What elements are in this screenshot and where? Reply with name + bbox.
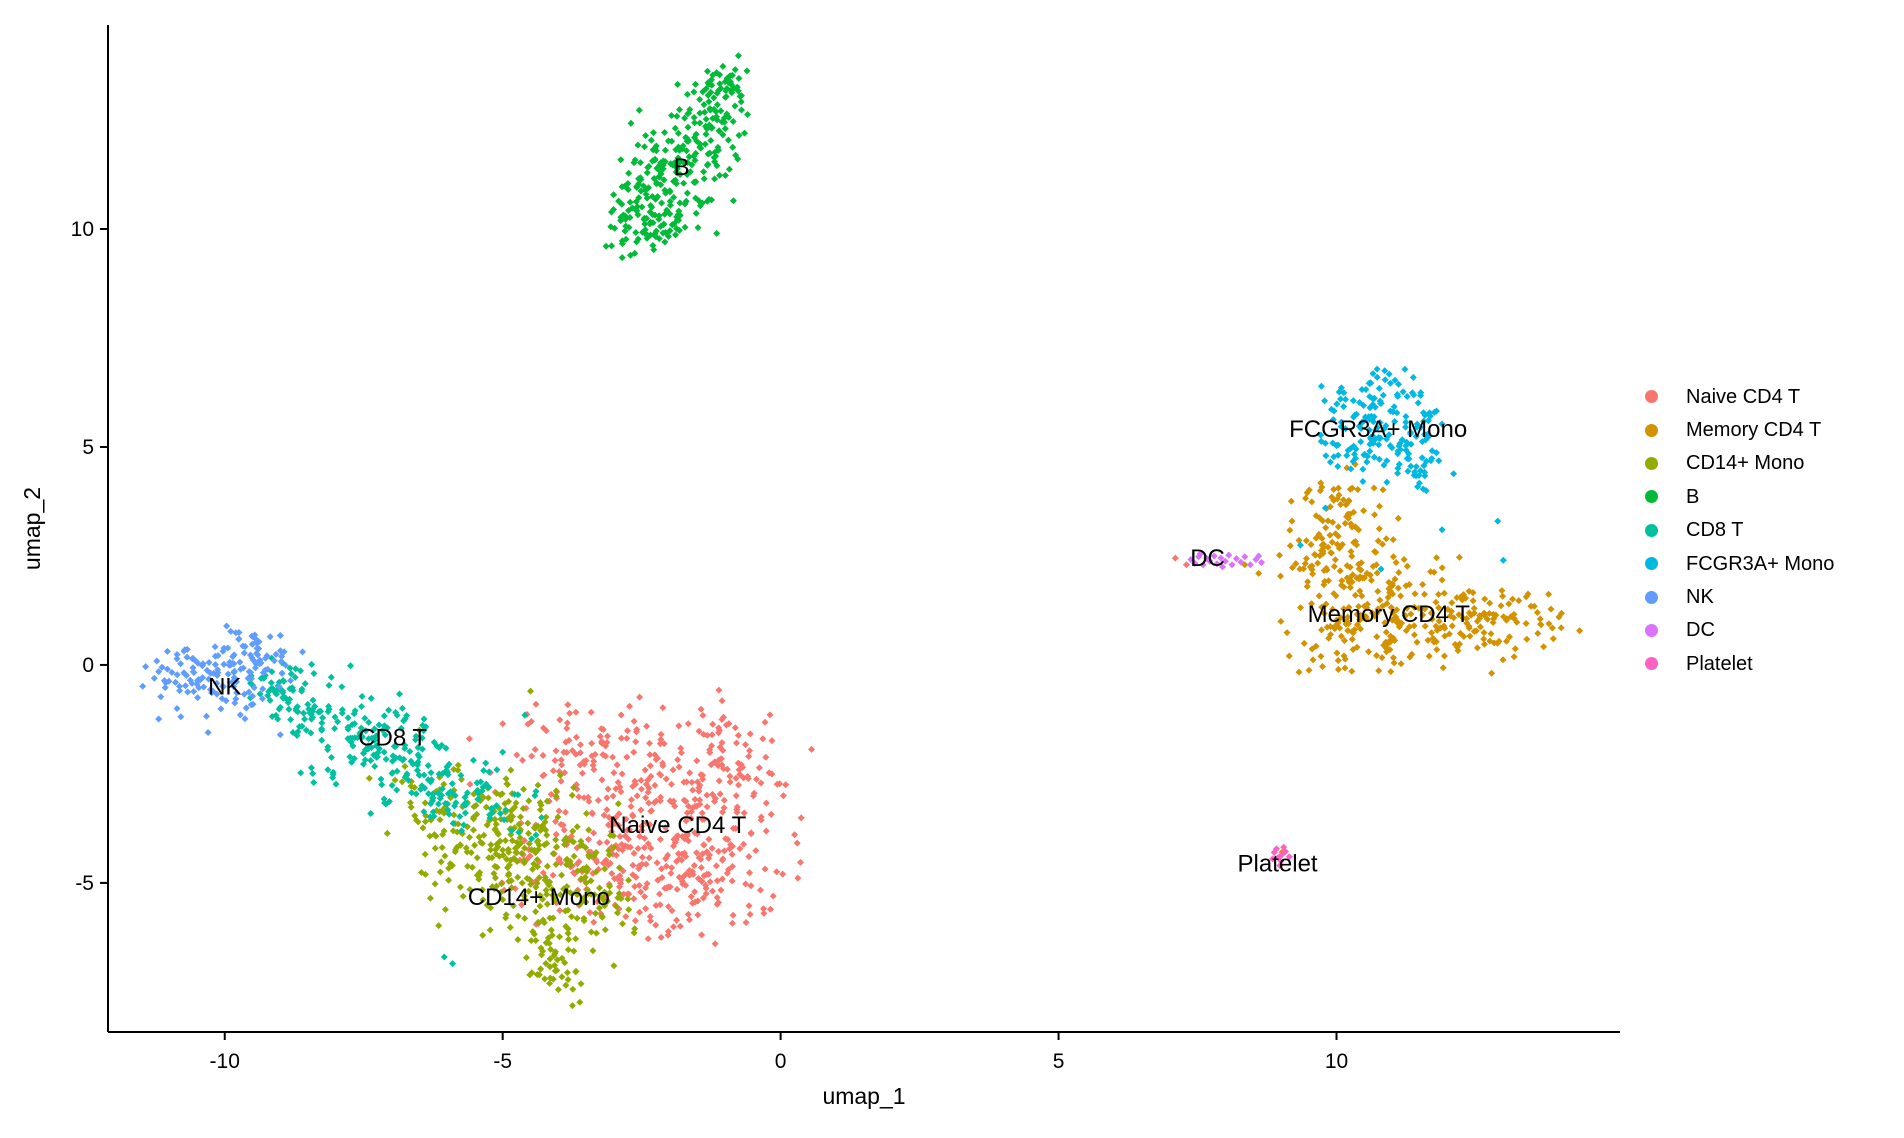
- cluster-label-dc: DC: [1190, 545, 1225, 572]
- x-tick-label: -10: [210, 1050, 240, 1073]
- cluster-labels-layer: Naive CD4 T Memory CD4 T CD14+ Mono B CD8 T F…: [208, 154, 1470, 911]
- y-tick-label: 5: [82, 436, 94, 459]
- cluster-points-cd8-t: [230, 654, 546, 968]
- legend: Naive CD4 T Memory CD4 T CD14+ Mono B CD8 T F…: [1645, 380, 1834, 681]
- cluster-label-b: B: [674, 154, 690, 181]
- legend-label: Naive CD4 T: [1686, 385, 1801, 408]
- legend-item-cd8-t: CD8 T: [1645, 514, 1834, 547]
- cluster-points-cd14-mono: [365, 687, 639, 1010]
- legend-item-b: B: [1645, 480, 1834, 513]
- legend-label: Platelet: [1686, 652, 1753, 675]
- legend-item-naive-cd4-t: Naive CD4 T: [1645, 380, 1834, 413]
- cluster-label-nk: NK: [208, 674, 241, 701]
- axes-layer: -10 -5 0 5 10 -5 0 5 10: [71, 25, 1620, 1073]
- legend-label: DC: [1686, 619, 1715, 642]
- x-tick-label: 5: [1053, 1050, 1065, 1073]
- cluster-points-b: [602, 52, 752, 262]
- legend-dot: [1645, 523, 1658, 537]
- cluster-points-platelet: [1269, 843, 1293, 869]
- cluster-label-cd8-t: CD8 T: [358, 725, 427, 752]
- legend-item-cd14-mono: CD14+ Mono: [1645, 447, 1834, 480]
- cluster-points-nk: [139, 622, 307, 739]
- legend-dot: [1645, 390, 1658, 404]
- legend-dot: [1645, 423, 1658, 437]
- legend-item-dc: DC: [1645, 614, 1834, 647]
- cluster-points-memory-cd4-t: [1241, 460, 1584, 856]
- legend-item-memory-cd4-t: Memory CD4 T: [1645, 413, 1834, 446]
- x-tick-label: 10: [1325, 1050, 1348, 1073]
- legend-label: NK: [1686, 586, 1714, 609]
- cluster-label-platelet: Platelet: [1238, 851, 1318, 878]
- scatter-points-layer: [139, 52, 1584, 1010]
- legend-label: Memory CD4 T: [1686, 419, 1822, 442]
- x-tick-label: 0: [775, 1050, 787, 1073]
- y-tick-label: 0: [82, 654, 94, 677]
- y-tick-label: 10: [71, 218, 94, 241]
- legend-dot: [1645, 590, 1658, 604]
- legend-item-fcgr3a-mono: FCGR3A+ Mono: [1645, 547, 1834, 580]
- cluster-label-memory-cd4-t: Memory CD4 T: [1308, 601, 1471, 628]
- legend-item-platelet: Platelet: [1645, 647, 1834, 680]
- legend-label: CD14+ Mono: [1686, 452, 1805, 475]
- cluster-label-cd14-mono: CD14+ Mono: [468, 884, 610, 911]
- legend-dot: [1645, 456, 1658, 470]
- legend-label: B: [1686, 485, 1700, 508]
- legend-item-nk: NK: [1645, 580, 1834, 613]
- cluster-label-fcgr3a-mono: FCGR3A+ Mono: [1289, 416, 1467, 443]
- cluster-label-naive-cd4-t: Naive CD4 T: [609, 812, 746, 839]
- legend-label: CD8 T: [1686, 519, 1744, 542]
- cluster-points-dc: [1187, 550, 1265, 571]
- y-tick-label: -5: [75, 872, 94, 895]
- x-axis-title: umap_1: [822, 1083, 905, 1109]
- legend-dot: [1645, 657, 1658, 671]
- legend-dot: [1645, 557, 1658, 571]
- legend-dot: [1645, 623, 1658, 637]
- legend-label: FCGR3A+ Mono: [1686, 552, 1835, 575]
- x-tick-label: -5: [493, 1050, 512, 1073]
- legend-dot: [1645, 490, 1658, 504]
- y-axis-title: umap_2: [19, 487, 45, 570]
- cluster-points-fcgr3a-mono: [1296, 365, 1507, 573]
